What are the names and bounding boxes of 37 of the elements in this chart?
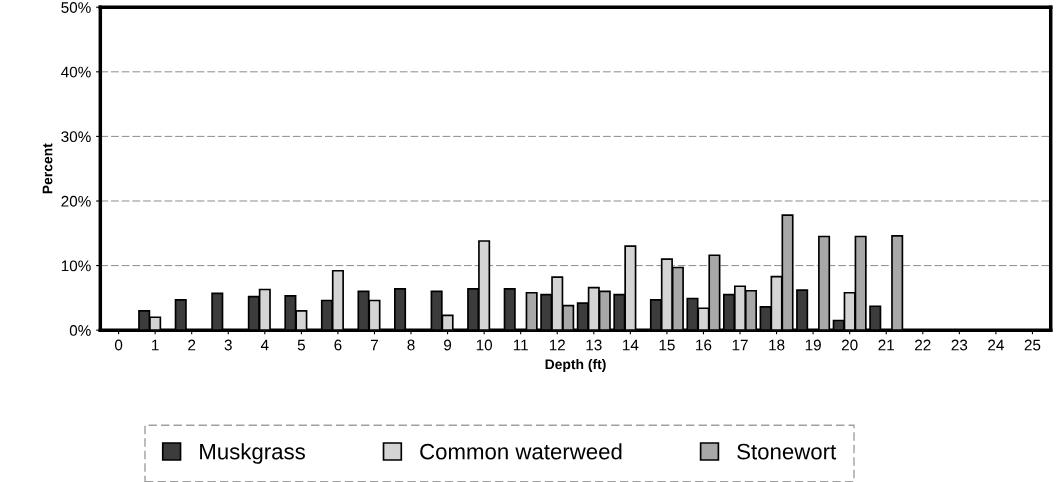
x-tick-label: 3 bbox=[224, 339, 232, 351]
x-tick-label: 17 bbox=[732, 339, 748, 351]
x-tick-label: 1 bbox=[152, 339, 159, 351]
x-tick-label: 12 bbox=[549, 339, 565, 351]
x-tick-label: 13 bbox=[586, 339, 602, 351]
x-tick-label: 21 bbox=[878, 339, 894, 351]
x-tick-label: 25 bbox=[1024, 339, 1041, 351]
x-tick-label: 0 bbox=[114, 339, 123, 351]
y-tick-label: 10% bbox=[61, 260, 91, 272]
x-tick-label: 20 bbox=[841, 339, 858, 351]
y-tick-label: 20% bbox=[61, 195, 91, 207]
x-tick-label: 7 bbox=[371, 339, 378, 351]
x-tick-label: 11 bbox=[513, 339, 528, 351]
x-tick-label: 10 bbox=[476, 339, 493, 351]
x-tick-label: 6 bbox=[334, 339, 342, 351]
y-tick-label: 30% bbox=[61, 131, 91, 143]
x-tick-label: 2 bbox=[188, 339, 196, 351]
x-tick-label: 9 bbox=[444, 339, 452, 351]
x-tick-label: 19 bbox=[805, 339, 821, 351]
legend-label: Muskgrass bbox=[200, 443, 305, 464]
x-tick-label: 16 bbox=[696, 339, 712, 351]
x-tick-label: 23 bbox=[951, 339, 968, 351]
legend-label: Stonewort bbox=[737, 443, 837, 460]
x-tick-label: 14 bbox=[623, 339, 639, 351]
x-tick-label: 15 bbox=[659, 339, 675, 351]
x-tick-label: 4 bbox=[260, 339, 269, 351]
y-tick-label: 0% bbox=[69, 325, 91, 336]
y-tick-label: 40% bbox=[61, 66, 91, 78]
x-tick-label: 24 bbox=[988, 339, 1004, 351]
x-tick-label: 5 bbox=[297, 339, 305, 351]
x-tick-label: 8 bbox=[407, 339, 415, 351]
x-axis-title: Depth (ft) bbox=[545, 359, 606, 372]
legend-label: Common waterweed bbox=[420, 443, 622, 460]
y-axis-title: Percent bbox=[42, 143, 53, 194]
x-tick-label: 22 bbox=[915, 339, 931, 351]
y-tick-label: 50% bbox=[61, 2, 91, 13]
x-tick-label: 18 bbox=[769, 339, 785, 351]
